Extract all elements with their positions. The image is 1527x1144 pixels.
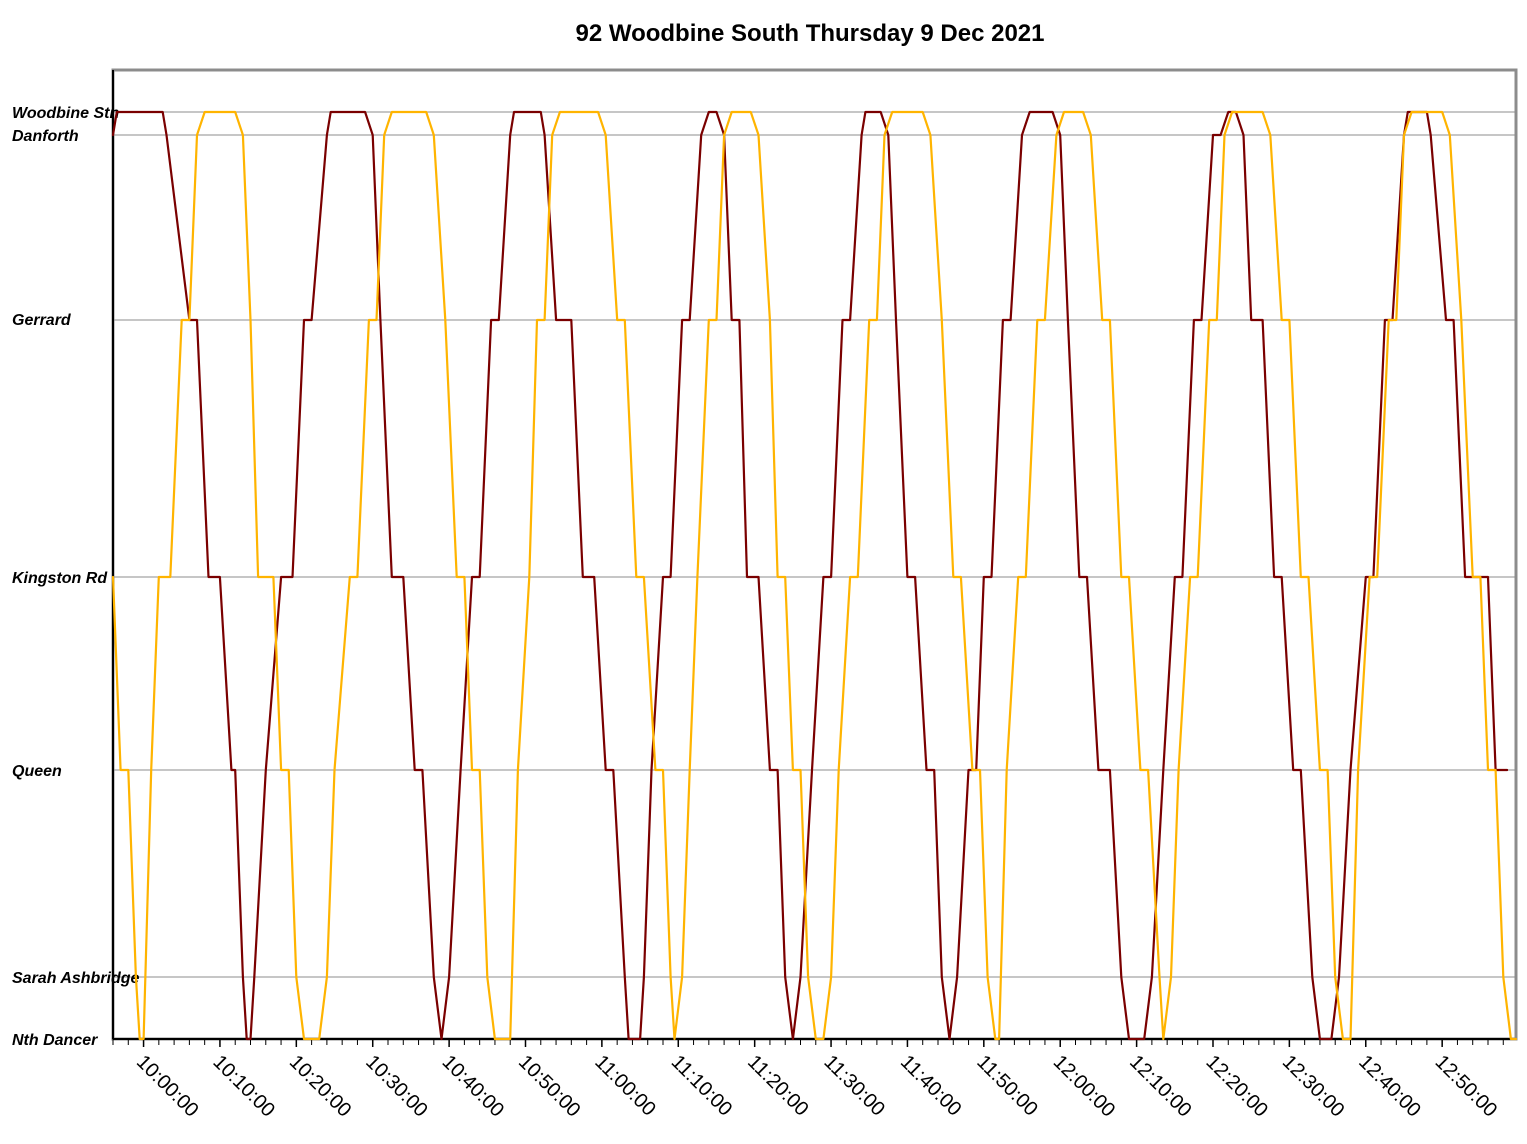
stop-label-queen: Queen (12, 763, 62, 780)
x-tick-label: 12:50:00 (1431, 1051, 1502, 1122)
stop-label-nth-dancer: Nth Dancer (12, 1032, 98, 1049)
x-tick-label: 10:10:00 (208, 1051, 279, 1122)
x-tick-label: 12:40:00 (1354, 1051, 1425, 1122)
chart-title: 92 Woodbine South Thursday 9 Dec 2021 (575, 20, 1045, 47)
x-tick-label: 11:20:00 (743, 1051, 813, 1121)
x-tick-label: 10:40:00 (438, 1051, 509, 1122)
x-tick-label: 10:50:00 (514, 1051, 585, 1122)
series-line-2 (111, 110, 1518, 1041)
x-tick-label: 11:50:00 (972, 1051, 1042, 1121)
x-tick-label: 10:00:00 (132, 1051, 203, 1122)
stop-label-gerrard: Gerrard (12, 312, 72, 329)
stop-label-sarah-ashbridge: Sarah Ashbridge (12, 970, 140, 987)
x-tick-label: 10:20:00 (285, 1051, 356, 1122)
stop-label-woodbine-stn: Woodbine Stn (12, 105, 119, 122)
x-tick-label: 12:20:00 (1201, 1051, 1272, 1122)
x-tick-label: 12:10:00 (1125, 1051, 1196, 1122)
stop-label-kingston-rd: Kingston Rd (12, 570, 108, 587)
x-tick-label: 11:10:00 (667, 1051, 737, 1121)
x-tick-label: 10:30:00 (361, 1051, 432, 1122)
series-line-1 (111, 110, 1509, 1041)
x-tick-label: 11:30:00 (820, 1051, 890, 1121)
x-tick-label: 11:40:00 (896, 1051, 966, 1121)
x-tick-label: 12:00:00 (1049, 1051, 1120, 1122)
stop-label-danforth: Danforth (12, 128, 79, 145)
x-tick-label: 12:30:00 (1278, 1051, 1349, 1122)
plot-frame (111, 68, 1518, 1041)
x-tick-label: 11:00:00 (590, 1051, 660, 1121)
